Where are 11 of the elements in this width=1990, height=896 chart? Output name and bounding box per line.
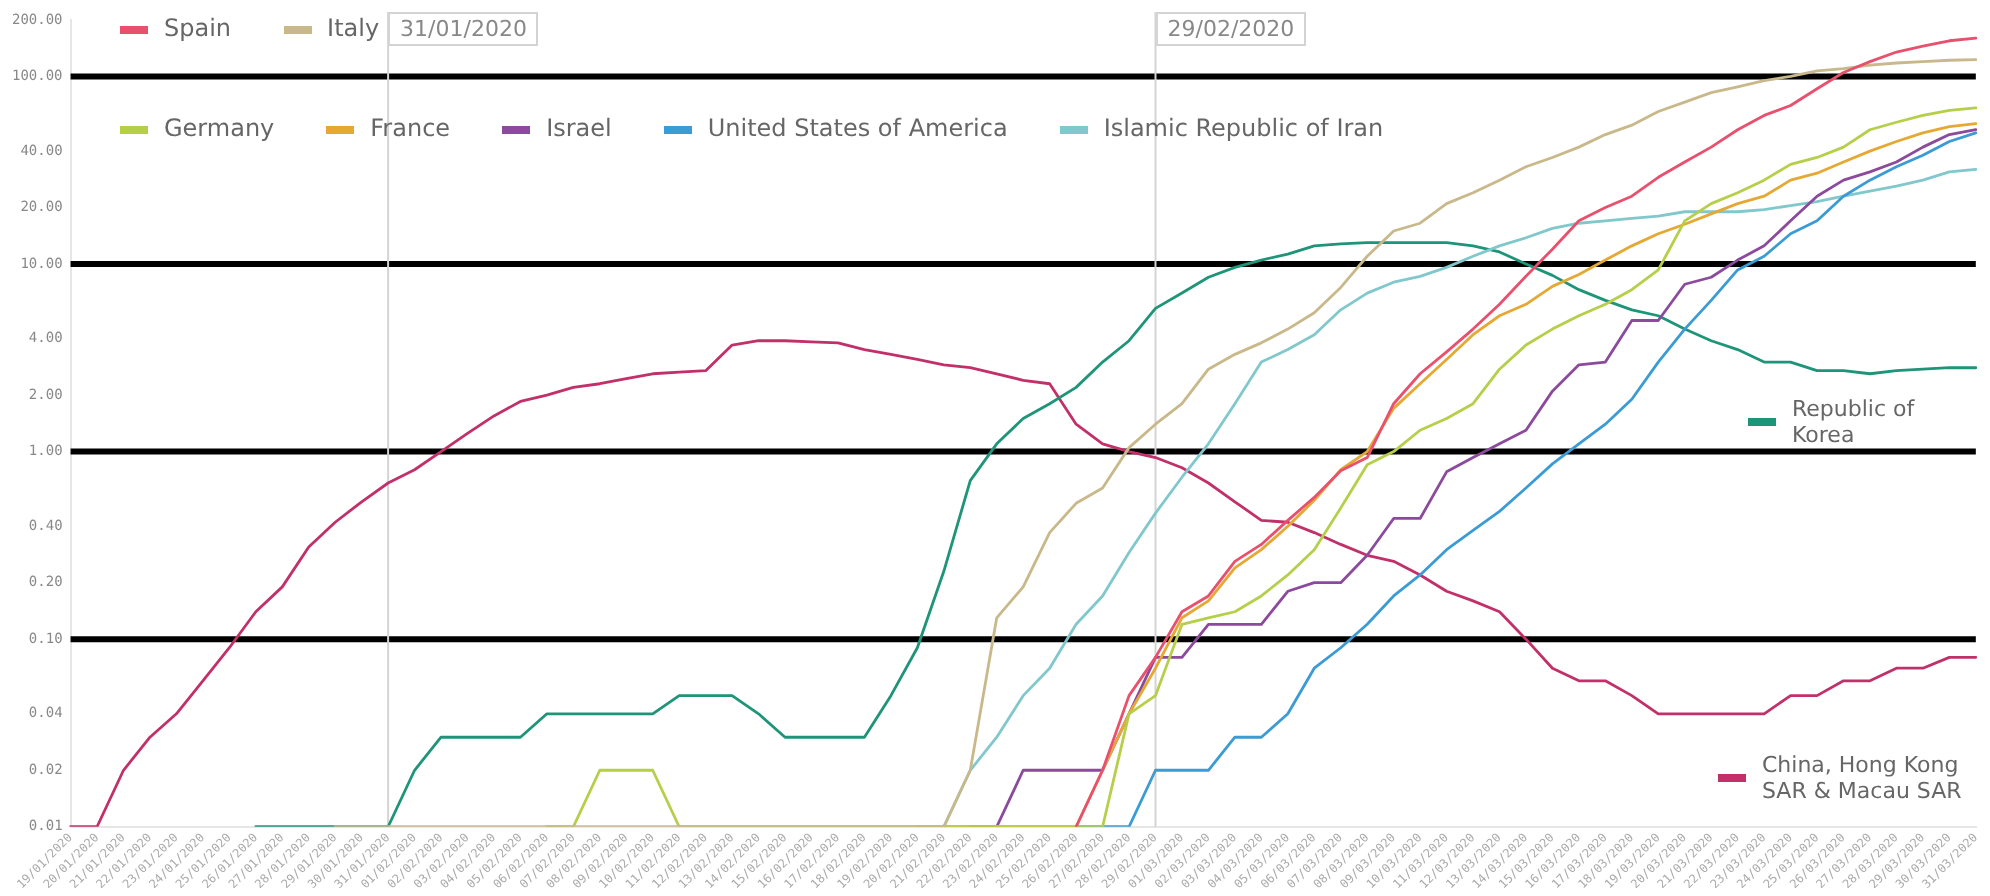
- legend-label: France: [370, 114, 451, 142]
- legend-label: Spain: [164, 14, 232, 42]
- legend-label: Islamic Republic of Iran: [1103, 114, 1384, 142]
- ref-line-label: 29/02/2020: [1155, 12, 1307, 46]
- legend-label: United States of America: [707, 114, 1008, 142]
- legend-label: China, Hong Kong SAR & Macau SAR: [1762, 752, 1964, 804]
- legend-label: Germany: [164, 114, 275, 142]
- legend-label: Republic of Korea: [1792, 396, 1917, 448]
- ref-line-label: 31/01/2020: [388, 12, 539, 46]
- legend-label: Italy: [327, 14, 380, 42]
- legend-label: Israel: [546, 114, 612, 142]
